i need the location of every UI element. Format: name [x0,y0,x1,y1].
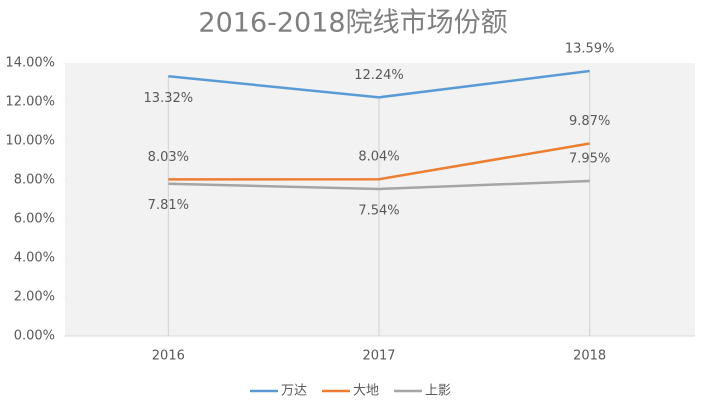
y-tick-label: 12.00% [5,95,55,110]
y-tick-label: 2.00% [14,290,55,305]
data-label: 7.95% [569,151,610,166]
x-tick-label: 2016 [152,349,185,364]
legend-label: 上影 [425,384,451,399]
y-tick-label: 6.00% [14,212,55,227]
data-label: 12.24% [354,68,404,83]
data-label: 8.03% [148,150,189,165]
legend-label: 万达 [281,384,307,399]
chart-title: 2016-2018院线市场份额 [198,8,507,39]
data-label: 13.59% [565,41,615,56]
x-tick-label: 2017 [362,349,395,364]
series-line [168,179,590,191]
legend-label: 大地 [353,384,379,399]
series-line [168,69,590,99]
data-label: 13.32% [144,91,194,106]
y-tick-label: 14.00% [5,56,55,71]
y-tick-label: 8.00% [14,173,55,188]
series-line [168,142,590,181]
y-tick-label: 10.00% [5,134,55,149]
y-tick-label: 4.00% [14,251,55,266]
data-label: 7.54% [358,203,399,218]
data-label: 9.87% [569,114,610,129]
y-tick-label: 0.00% [14,329,55,344]
x-tick-label: 2018 [573,349,606,364]
data-label: 8.04% [358,150,399,165]
data-label: 7.81% [148,198,189,213]
